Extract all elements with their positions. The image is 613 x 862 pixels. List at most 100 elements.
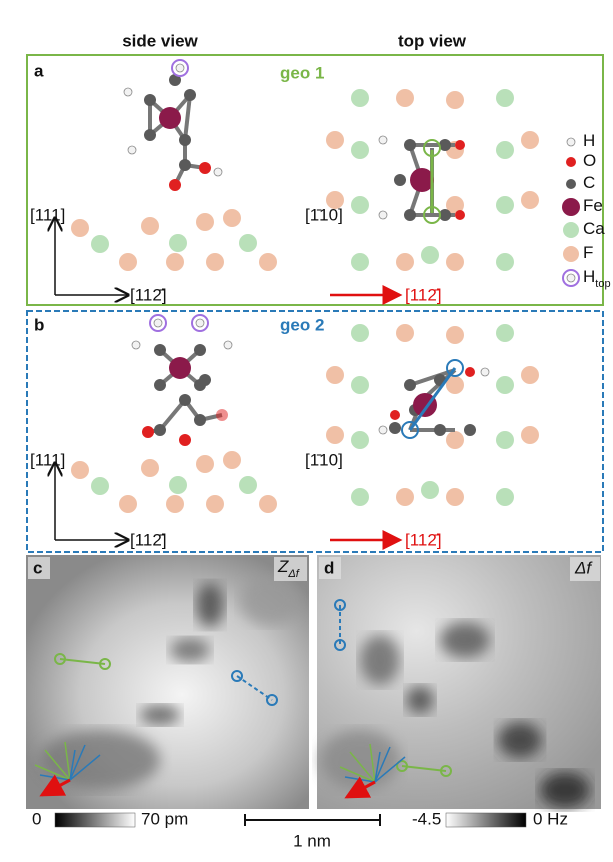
atom <box>496 89 514 107</box>
colorbar-min: 0 <box>32 809 41 828</box>
axis-label: [1̄10] <box>305 450 343 469</box>
atom <box>496 196 514 214</box>
legend-label: Ca <box>583 219 605 238</box>
atom <box>239 234 257 252</box>
atom <box>567 274 575 282</box>
atom <box>199 374 211 386</box>
atom <box>434 424 446 436</box>
atom <box>563 222 579 238</box>
atom <box>214 168 222 176</box>
colorbar <box>446 813 526 827</box>
atom <box>396 89 414 107</box>
atom <box>71 461 89 479</box>
atom <box>326 426 344 444</box>
axis-label: [111] <box>30 450 65 469</box>
colorbar-min: -4.5 <box>412 809 441 828</box>
atom <box>224 341 232 349</box>
afm-feature <box>240 575 300 625</box>
atom <box>154 424 166 436</box>
channel-symbol: Z <box>277 557 289 576</box>
colorbar <box>55 813 135 827</box>
atom <box>154 319 162 327</box>
legend-label: H <box>583 131 595 150</box>
atom <box>446 488 464 506</box>
atom <box>154 344 166 356</box>
axis-label: [112̄] <box>130 285 167 304</box>
atom <box>144 94 156 106</box>
atom <box>223 209 241 227</box>
atom <box>142 426 154 438</box>
atom <box>351 253 369 271</box>
atom <box>124 88 132 96</box>
atom <box>394 174 406 186</box>
legend-text: C <box>583 173 595 192</box>
afm-feature <box>40 730 160 790</box>
atom <box>396 324 414 342</box>
atom <box>410 168 434 192</box>
atom <box>166 253 184 271</box>
atom <box>119 495 137 513</box>
atom <box>166 495 184 513</box>
atom <box>351 431 369 449</box>
atom <box>176 64 184 72</box>
legend-subscript: top <box>595 278 610 290</box>
atom <box>71 219 89 237</box>
atom <box>351 196 369 214</box>
atom <box>159 107 181 129</box>
atom <box>259 253 277 271</box>
atom <box>481 368 489 376</box>
atom <box>154 379 166 391</box>
atom <box>404 209 416 221</box>
atom <box>259 495 277 513</box>
panel-a-frame <box>27 55 603 305</box>
afm-feature <box>320 730 400 790</box>
atom <box>169 234 187 252</box>
atom <box>379 211 387 219</box>
afm-feature <box>440 622 490 658</box>
atom <box>216 409 228 421</box>
panel-label: c <box>33 558 42 577</box>
atom <box>455 210 465 220</box>
atom <box>396 253 414 271</box>
afm-feature <box>540 772 590 808</box>
atom <box>179 394 191 406</box>
atom <box>351 376 369 394</box>
atom <box>496 253 514 271</box>
atom <box>128 146 136 154</box>
atom <box>521 366 539 384</box>
atom <box>351 89 369 107</box>
atom <box>446 326 464 344</box>
panel-label: d <box>324 558 334 577</box>
legend-text: Fe <box>583 196 603 215</box>
legend-text: Ca <box>583 219 605 238</box>
atom <box>239 476 257 494</box>
panel-b-frame <box>27 311 603 552</box>
panel-label: a <box>34 61 44 80</box>
colorbar-max: 70 pm <box>141 809 188 828</box>
atom <box>446 91 464 109</box>
colorbar-max: 0 Hz <box>533 809 568 828</box>
atom <box>141 459 159 477</box>
panel-title: geo 1 <box>280 63 324 82</box>
atom <box>169 357 191 379</box>
scale-bar-label: 1 nm <box>293 831 331 850</box>
afm-feature <box>406 686 434 714</box>
atom <box>144 129 156 141</box>
legend-label: Htop <box>583 267 611 289</box>
atom <box>179 159 191 171</box>
atom <box>132 341 140 349</box>
atom <box>421 481 439 499</box>
afm-feature <box>196 583 224 627</box>
figure: side view top view a geo 1 b geo 2 [111]… <box>0 0 613 862</box>
atom <box>326 366 344 384</box>
legend-text: H <box>583 131 595 150</box>
axis-label: [1̄10] <box>305 205 343 224</box>
atom <box>91 477 109 495</box>
afm-feature <box>360 635 400 685</box>
atom <box>390 410 400 420</box>
atom <box>404 379 416 391</box>
afm-feature <box>498 722 542 758</box>
channel-subscript: Δf <box>287 568 299 580</box>
legend-text: O <box>583 151 596 170</box>
channel-label: Δf <box>574 558 593 577</box>
